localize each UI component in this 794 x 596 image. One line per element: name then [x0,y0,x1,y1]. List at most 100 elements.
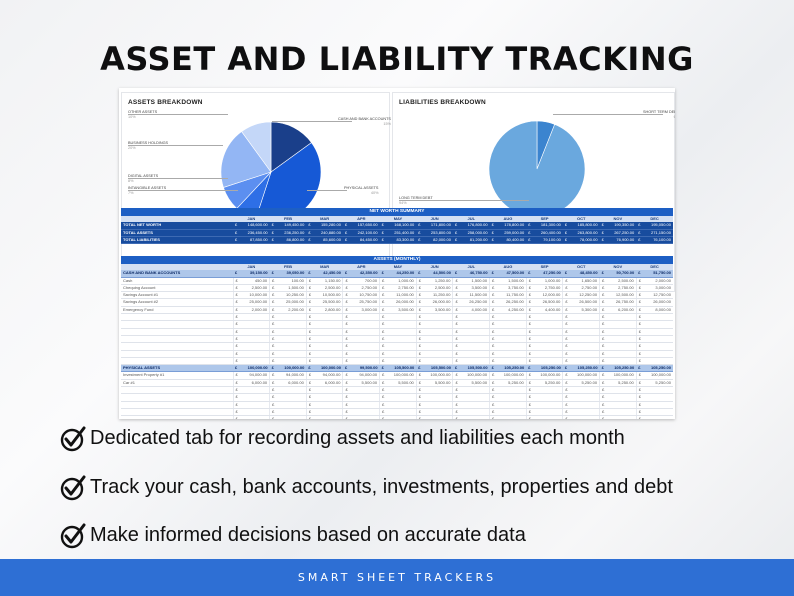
currency-symbol: £ [528,372,531,378]
table-cell: £5,250.00 [599,379,637,388]
table-cell: £2,750.00 [342,284,380,293]
row-label[interactable]: Chequing Account [121,284,233,293]
table-cell: £86,800.00 [269,236,307,245]
month-header: JAN [233,216,270,223]
row-label[interactable]: Investment Property #1 [121,371,233,380]
currency-symbol: £ [382,394,385,400]
table-cell: £76,900.00 [599,236,637,245]
table-cell: £ [269,415,307,419]
table-cell: £ [489,320,527,329]
currency-symbol: £ [455,292,458,298]
table-cell: £ [269,350,307,358]
row-label[interactable] [121,408,233,417]
table-cell: £ [342,386,380,395]
table-row: Savings Account #2 £25,000.00 £25,000.00 £2… [121,298,673,307]
row-label[interactable] [121,357,233,366]
table-cell: £ [489,342,527,351]
table-cell: £ [232,335,270,344]
row-label[interactable] [121,313,233,322]
pie-label: INTANGIBLE ASSETS 7% [128,186,166,195]
month-header: FEB [269,216,307,223]
currency-symbol: £ [454,236,458,242]
currency-symbol: £ [602,387,605,393]
row-label[interactable] [121,350,233,358]
row-label[interactable]: Savings Account #2 [121,298,233,307]
table-cell: £ [635,357,673,366]
currency-symbol: £ [344,229,348,235]
currency-symbol: £ [272,284,275,290]
table-cell: £ [342,328,380,336]
pie-label-pct: 7% [128,190,134,195]
table-cell: £12,500.00 [599,291,637,300]
month-header: MAR [306,216,343,223]
table-cell: £251,400.00 [379,229,417,237]
table-cell: £2,500.00 [415,284,453,293]
table-cell: £190,350.00 [599,222,637,230]
check-circle-icon [60,475,86,501]
table-cell: £ [562,328,600,336]
currency-symbol: £ [492,357,495,363]
currency-symbol: £ [492,394,495,400]
currency-symbol: £ [308,236,311,242]
row-label[interactable] [121,415,233,419]
table-cell: £ [489,408,527,417]
currency-symbol: £ [638,350,641,356]
currency-symbol: £ [345,357,348,363]
row-label[interactable]: Car #1 [121,379,233,388]
currency-symbol: £ [308,284,312,290]
row-label[interactable] [121,328,233,336]
currency-symbol: £ [235,365,238,371]
row-label[interactable]: Emergency Fund [121,306,233,315]
pie-label: PHYSICAL ASSETS 40% [344,186,378,195]
currency-symbol: £ [308,314,312,320]
table-cell: £1,500.00 [452,277,490,285]
table-cell: £78,000.00 [562,236,600,245]
table-row: £ £ £ £ £ £ £ £ £ £ £ £ [121,401,673,409]
currency-symbol: £ [528,343,531,349]
currency-symbol: £ [564,270,568,276]
currency-symbol: £ [492,328,495,334]
pie-leader-line [307,190,347,191]
table-row: £ £ £ £ £ £ £ £ £ £ £ £ [121,350,673,358]
currency-symbol: £ [418,270,421,276]
currency-symbol: £ [345,277,348,283]
currency-symbol: £ [235,408,238,414]
table-cell: £ [489,386,527,395]
row-label[interactable] [121,393,233,402]
currency-symbol: £ [602,299,605,305]
table-cell: £26,000.00 [379,298,417,307]
table-cell: £450.00 [232,277,270,285]
currency-symbol: £ [308,372,312,378]
table-cell: £240,880.00 [306,229,343,237]
table-cell: £ [489,401,527,409]
row-label[interactable] [121,335,233,344]
row-label[interactable] [121,386,233,395]
currency-symbol: £ [235,299,238,305]
currency-symbol: £ [492,277,495,283]
currency-symbol: £ [528,229,531,235]
brand-name: SMART SHEET TRACKERS [297,571,497,584]
table-cell: £ [379,328,417,336]
currency-symbol: £ [565,387,568,393]
table-cell: £3,000.00 [342,306,380,315]
currency-symbol: £ [308,229,311,235]
currency-symbol: £ [638,372,641,378]
pie-leader-line [128,114,228,115]
row-label[interactable] [121,342,233,351]
check-circle-icon [60,523,86,549]
table-cell: £25,500.00 [305,298,343,307]
table-cell: £25,000.00 [232,298,270,307]
row-label[interactable] [121,401,233,409]
row-label[interactable]: Cash [121,277,233,285]
currency-symbol: £ [454,365,458,371]
currency-symbol: £ [272,401,275,407]
pie-label: LONG TERM DEBT 94% [399,196,433,205]
currency-symbol: £ [638,299,641,305]
currency-symbol: £ [418,306,422,312]
row-label[interactable] [121,320,233,329]
table-cell: £10,000.00 [232,291,270,300]
check-circle-icon [60,426,86,452]
row-label[interactable]: Savings Account #1 [121,291,233,300]
table-cell: £ [562,393,600,402]
table-cell: £1,250.00 [415,277,453,285]
